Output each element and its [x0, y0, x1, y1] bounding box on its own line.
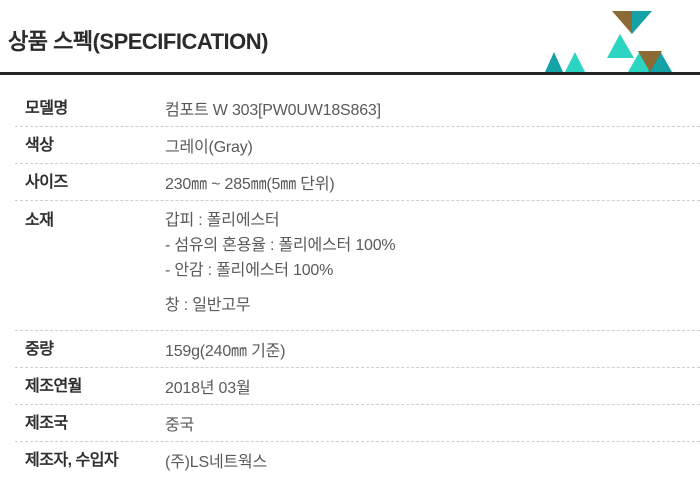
- spec-label: 제조자, 수입자: [25, 451, 119, 469]
- spec-label: 중량: [25, 340, 54, 358]
- triangle-icon: [565, 52, 585, 72]
- triangle-icon: [638, 51, 662, 72]
- triangle-icon: [545, 52, 563, 72]
- table-row: 제조국 중국: [15, 405, 700, 442]
- spec-label: 모델명: [25, 99, 68, 117]
- triangle-icon: [648, 51, 672, 72]
- triangle-icon: [628, 51, 652, 72]
- triangle-icon: [612, 11, 632, 34]
- table-row: 사이즈 230㎜ ~ 285㎜(5㎜ 단위): [15, 164, 700, 201]
- spec-label: 소재: [25, 212, 54, 229]
- spec-value: 159g(240㎜ 기준): [165, 343, 286, 360]
- title-underline: [0, 72, 700, 75]
- spec-value: 컴포트 W 303[PW0UW18S863]: [165, 102, 381, 119]
- spec-value: 그레이(Gray): [165, 139, 253, 156]
- page-title: 상품 스펙(SPECIFICATION): [8, 29, 269, 54]
- table-row: 소재 갑피 : 폴리에스터 - 섬유의 혼용율 : 폴리에스터 100% - 안감 :…: [15, 201, 700, 331]
- spec-value: (주)LS네트웍스: [165, 454, 268, 471]
- spec-label: 색상: [25, 136, 54, 154]
- triangle-icon: [607, 34, 634, 58]
- spec-value-line: 갑피 : 폴리에스터: [165, 212, 280, 229]
- spec-value: 중국: [165, 417, 195, 434]
- table-row: 제조자, 수입자 (주)LS네트웍스: [15, 442, 700, 478]
- spec-value-line: - 섬유의 혼용율 : 폴리에스터 100%: [165, 237, 396, 254]
- spec-table: 모델명 컴포트 W 303[PW0UW18S863] 색상 그레이(Gray) 사이즈 2…: [15, 90, 700, 478]
- table-row: 색상 그레이(Gray): [15, 127, 700, 164]
- spec-value: 2018년 03월: [165, 380, 251, 397]
- spec-label: 사이즈: [25, 173, 68, 191]
- spec-value: 230㎜ ~ 285㎜(5㎜ 단위): [165, 176, 335, 193]
- value-line-spacer: [165, 283, 700, 293]
- table-row: 제조연월 2018년 03월: [15, 368, 700, 405]
- spec-label: 제조국: [25, 414, 68, 432]
- spec-value-line: 창 : 일반고무: [165, 297, 251, 314]
- triangle-decoration-icon: [545, 11, 672, 72]
- spec-value-line: - 안감 : 폴리에스터 100%: [165, 262, 334, 279]
- spec-value: 갑피 : 폴리에스터 - 섬유의 혼용율 : 폴리에스터 100% - 안감 : 폴…: [165, 208, 700, 318]
- table-row: 중량 159g(240㎜ 기준): [15, 331, 700, 368]
- triangle-icon: [632, 11, 652, 34]
- table-row: 모델명 컴포트 W 303[PW0UW18S863]: [15, 90, 700, 127]
- spec-label: 제조연월: [25, 377, 82, 395]
